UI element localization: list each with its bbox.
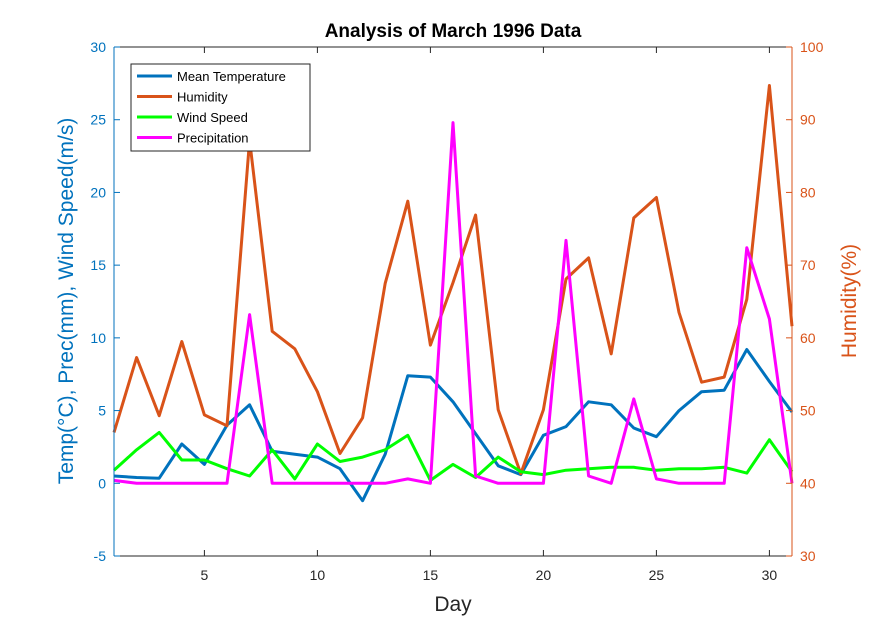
- legend-label: Mean Temperature: [177, 69, 286, 84]
- y-tick-label-right: 90: [800, 112, 816, 128]
- series-line-humidity: [112, 84, 794, 476]
- series-line-precipitation: [113, 121, 794, 485]
- x-tick-label: 10: [310, 567, 326, 583]
- x-axis-label: Day: [434, 593, 472, 616]
- y-axis-label-left: Temp(°C), Prec(mm), Wind Speed(m/s): [55, 118, 78, 485]
- y-tick-label-right: 60: [800, 330, 816, 346]
- y-tick-label-right: 50: [800, 403, 816, 419]
- series-line-wind-speed: [112, 430, 794, 482]
- legend-label: Wind Speed: [177, 110, 248, 125]
- y-tick-label-left: 5: [98, 403, 106, 419]
- y-tick-label-left: 10: [90, 330, 106, 346]
- series-layer: [112, 84, 794, 503]
- y-tick-label-left: 25: [90, 112, 106, 128]
- x-tick-label: 5: [201, 567, 209, 583]
- y-tick-label-left: 30: [90, 39, 106, 55]
- legend: Mean Temperature Humidity Wind Speed Precip…: [130, 63, 311, 152]
- y-tick-label-right: 30: [800, 548, 816, 564]
- y-tick-label-left: 0: [98, 475, 106, 491]
- x-tick-label: 20: [536, 567, 552, 583]
- y-tick-label-right: 40: [800, 475, 816, 491]
- y-axis-label-right: Humidity(%): [838, 244, 861, 358]
- x-tick-label: 15: [423, 567, 439, 583]
- x-tick-label: 30: [762, 567, 778, 583]
- x-tick-label: 25: [649, 567, 665, 583]
- x-ticks: 5 10 15 20 25 30: [201, 47, 778, 583]
- legend-label: Precipitation: [177, 131, 249, 146]
- y-ticks-left: -5 0 5 10 15 20 25 30: [90, 39, 120, 564]
- y-tick-label-left: 15: [90, 257, 106, 273]
- chart-title: Analysis of March 1996 Data: [325, 21, 582, 42]
- y-tick-label-right: 70: [800, 257, 816, 273]
- legend-label: Humidity: [177, 90, 228, 105]
- y-tick-label-left: 20: [90, 184, 106, 200]
- y-tick-label-right: 80: [800, 184, 816, 200]
- y-ticks-right: 30 40 50 60 70 80 90 100: [786, 39, 824, 564]
- y-tick-label-left: -5: [94, 548, 107, 564]
- y-tick-label-right: 100: [800, 39, 824, 55]
